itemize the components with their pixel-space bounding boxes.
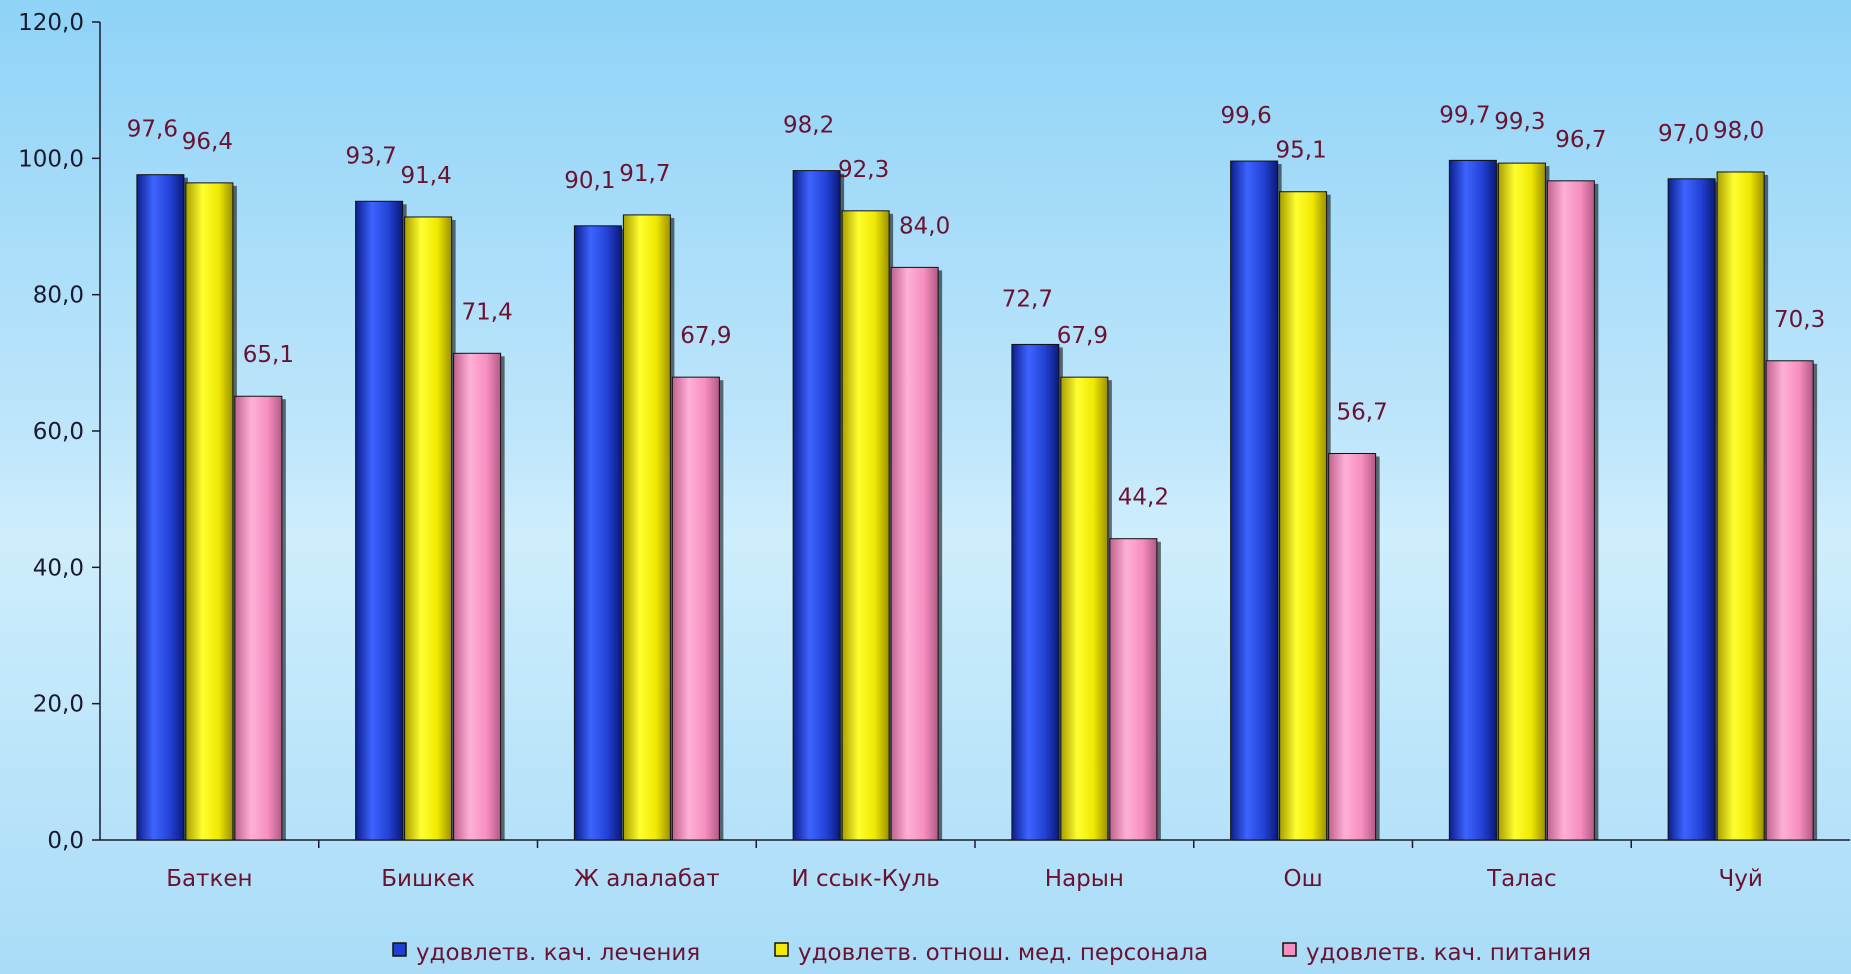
legend-swatch bbox=[392, 942, 407, 957]
legend-label: удовлетв. кач. питания bbox=[1306, 940, 1591, 966]
bar bbox=[1667, 178, 1716, 841]
x-tick-label: Баткен bbox=[166, 866, 252, 892]
bar bbox=[671, 376, 720, 841]
data-label: 72,7 bbox=[1002, 286, 1053, 312]
x-tick-label: Нарын bbox=[1045, 866, 1124, 892]
x-tick-label: Ж алалабат bbox=[574, 866, 719, 892]
bar bbox=[890, 266, 939, 841]
data-label: 67,9 bbox=[680, 323, 731, 349]
x-tick-label: Талас bbox=[1486, 866, 1557, 892]
legend-label: удовлетв. кач. лечения bbox=[416, 940, 700, 966]
x-tick-label: И ссык-Куль bbox=[791, 866, 939, 892]
data-label: 90,1 bbox=[564, 168, 615, 194]
y-tick-label: 40,0 bbox=[33, 555, 84, 581]
data-label: 44,2 bbox=[1118, 485, 1169, 511]
data-label: 65,1 bbox=[243, 342, 294, 368]
data-label: 99,3 bbox=[1494, 109, 1545, 135]
bar bbox=[1279, 191, 1328, 841]
bar bbox=[404, 216, 453, 841]
data-label: 98,0 bbox=[1713, 118, 1764, 144]
data-label: 96,4 bbox=[182, 129, 233, 155]
bar bbox=[1716, 171, 1765, 841]
bar bbox=[1109, 538, 1158, 841]
data-label: 91,7 bbox=[619, 161, 670, 187]
data-label: 95,1 bbox=[1276, 138, 1327, 164]
bar bbox=[1060, 376, 1109, 841]
bar bbox=[185, 182, 234, 841]
legend: удовлетв. кач. лечения удовлетв. отнош. м… bbox=[392, 940, 1591, 966]
bar bbox=[1546, 180, 1595, 841]
bar bbox=[1497, 162, 1546, 841]
y-tick-label: 100,0 bbox=[18, 146, 84, 172]
data-label: 92,3 bbox=[838, 157, 889, 183]
data-label: 70,3 bbox=[1774, 307, 1825, 333]
bar bbox=[234, 395, 283, 841]
bar bbox=[573, 225, 622, 841]
bar bbox=[355, 200, 404, 841]
data-label: 56,7 bbox=[1337, 399, 1388, 425]
bars bbox=[136, 159, 1818, 841]
data-label: 91,4 bbox=[401, 163, 452, 189]
data-label: 67,9 bbox=[1057, 323, 1108, 349]
data-label: 99,7 bbox=[1439, 102, 1490, 128]
bar bbox=[1448, 159, 1497, 841]
x-tick-label: Чуй bbox=[1718, 866, 1762, 892]
bar bbox=[841, 210, 890, 841]
data-label: 99,6 bbox=[1221, 103, 1272, 129]
bar bbox=[622, 214, 671, 841]
y-tick-label: 20,0 bbox=[33, 692, 84, 718]
y-tick-label: 0,0 bbox=[47, 828, 84, 854]
legend-label: удовлетв. отнош. мед. персонала bbox=[798, 940, 1208, 966]
bar bbox=[1328, 452, 1377, 841]
axes: 0,0 20,0 40,0 60,0 80,0 100,0 120,0 Баткен Бишке… bbox=[18, 10, 1850, 892]
bar bbox=[453, 352, 502, 841]
bar bbox=[1765, 360, 1814, 841]
data-label: 96,7 bbox=[1555, 127, 1606, 153]
legend-swatch bbox=[1282, 942, 1297, 957]
data-labels: 97,6 96,4 65,1 93,791,4 71,4 90,1 91,7 67,9 98,2… bbox=[127, 102, 1825, 510]
x-tick-label: Ош bbox=[1284, 866, 1323, 892]
bar bbox=[1011, 343, 1060, 841]
data-label: 71,4 bbox=[462, 299, 513, 325]
data-label: 93,7 bbox=[346, 143, 397, 169]
legend-swatch bbox=[774, 942, 789, 957]
data-label: 97,0 bbox=[1658, 121, 1709, 147]
y-tick-label: 120,0 bbox=[18, 10, 84, 36]
bar bbox=[792, 170, 841, 841]
data-label: 98,2 bbox=[783, 113, 834, 139]
y-tick-label: 60,0 bbox=[33, 419, 84, 445]
bar bbox=[1230, 160, 1279, 841]
data-label: 97,6 bbox=[127, 117, 178, 143]
x-tick-label: Бишкек bbox=[381, 866, 475, 892]
y-tick-label: 80,0 bbox=[33, 283, 84, 309]
data-label: 84,0 bbox=[899, 213, 950, 239]
bar bbox=[136, 174, 185, 841]
